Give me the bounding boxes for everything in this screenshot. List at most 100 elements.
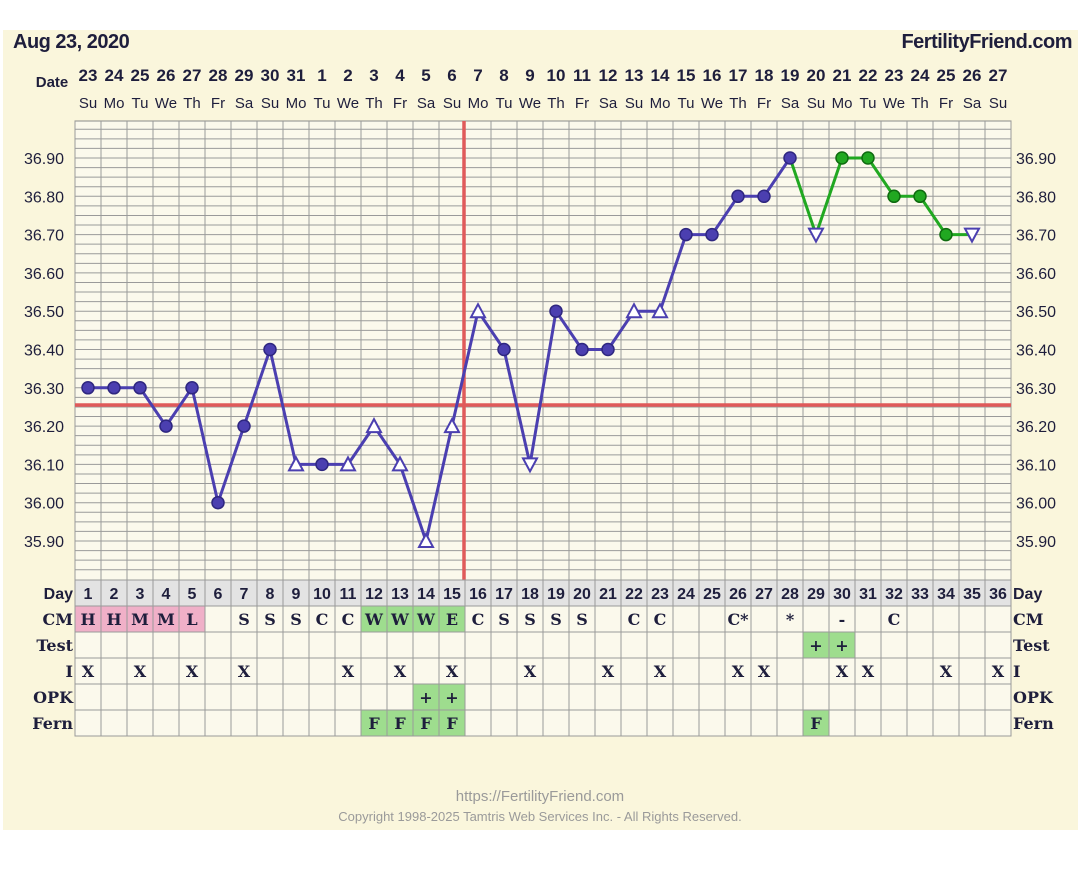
day-number: 20 [573, 586, 591, 603]
weekday-label: Th [547, 95, 565, 112]
date-label: 24 [105, 66, 124, 85]
table-cell [542, 631, 570, 659]
date-label: 23 [79, 66, 98, 85]
table-cell [750, 579, 778, 607]
day-number: 26 [729, 586, 747, 603]
table-cell [334, 657, 362, 685]
table-cell [282, 605, 310, 633]
day-number: 4 [162, 586, 171, 603]
temperature-point [731, 189, 745, 204]
table-cell-value: C [654, 610, 667, 629]
table-cell [568, 683, 596, 711]
table-cell [386, 631, 414, 659]
table-cell [100, 579, 128, 607]
table-cell [490, 605, 518, 633]
weekday-label: Mo [832, 95, 853, 112]
weekday-label: Su [807, 95, 825, 112]
weekday-label: Mo [104, 95, 125, 112]
date-label: 23 [885, 66, 904, 85]
temperature-point-open-up [443, 416, 461, 434]
temperature-point [913, 189, 927, 204]
footer-url[interactable]: https://FertilityFriend.com [455, 788, 625, 805]
table-cell [74, 709, 102, 737]
date-label: 29 [235, 66, 254, 85]
temperature-point-open-up [417, 531, 435, 548]
table-cell [646, 605, 674, 633]
table-cell-value: F [368, 714, 380, 733]
temperature-point [679, 227, 693, 242]
table-cell [204, 683, 232, 711]
day-number: 13 [391, 586, 409, 603]
date-label: 26 [963, 66, 982, 85]
day-number: 2 [110, 586, 119, 603]
table-cell [516, 631, 544, 659]
y-tick-label-left: 36.90 [24, 151, 64, 168]
day-number: 31 [859, 586, 877, 603]
row-label-left: I [66, 662, 73, 681]
temperature-point [133, 381, 147, 395]
temperature-point-open-up [391, 455, 409, 472]
temperature-point-open-up [651, 302, 669, 319]
y-tick-label-left: 36.30 [24, 381, 64, 398]
date-label: 3 [369, 66, 378, 85]
date-label: 8 [499, 66, 508, 85]
row-label-right: CM [1013, 610, 1043, 629]
y-tick-label-right: 36.50 [1016, 304, 1056, 321]
date-label: 2 [343, 66, 352, 85]
weekday-label: Mo [286, 95, 307, 112]
table-cell [126, 709, 154, 737]
table-cell [594, 709, 622, 737]
table-cell [568, 657, 596, 685]
table-cell [776, 683, 804, 711]
table-cell [802, 631, 830, 659]
table-cell [620, 657, 648, 685]
table-cell [776, 709, 804, 737]
weekday-label: We [337, 95, 359, 112]
weekday-label: We [883, 95, 905, 112]
day-number: 6 [214, 586, 223, 603]
day-number: 15 [443, 586, 461, 603]
brand-name[interactable]: FertilityFriend.com [901, 31, 1072, 53]
row-label-left: Fern [32, 714, 73, 733]
table-cell [256, 657, 284, 685]
table-cell [828, 709, 856, 737]
table-cell [802, 683, 830, 711]
table-cell [464, 709, 492, 737]
table-cell-value: * [786, 610, 795, 629]
table-cell [74, 683, 102, 711]
table-cell-value: - [839, 610, 846, 629]
table-cell [516, 605, 544, 633]
table-cell [750, 683, 778, 711]
table-cell [958, 683, 986, 711]
table-cell-value: C* [727, 610, 749, 629]
table-cell-value: + [835, 636, 848, 655]
table-cell [412, 631, 440, 659]
temperature-point-open-up [365, 416, 383, 434]
table-cell [776, 579, 804, 607]
table-cell-value: X [342, 662, 355, 681]
weekday-label: Fr [575, 95, 589, 112]
day-number: 23 [651, 586, 669, 603]
date-label: 14 [651, 66, 670, 85]
weekday-label: Sa [417, 95, 436, 112]
temperature-point [757, 189, 771, 204]
table-cell [906, 631, 934, 659]
table-cell [516, 683, 544, 711]
row-label-left: CM [43, 610, 73, 629]
table-cell [984, 709, 1012, 737]
table-cell-value: X [238, 662, 251, 681]
table-cell [880, 579, 908, 607]
table-cell [490, 683, 518, 711]
temperature-point [263, 342, 277, 357]
table-cell [412, 709, 440, 737]
table-cell [490, 579, 518, 607]
date-row-label: Date [36, 74, 69, 91]
row-label-right: Fern [1013, 714, 1054, 733]
temperature-point [549, 304, 563, 318]
temperature-point [81, 381, 95, 395]
table-cell [256, 709, 284, 737]
day-number: 35 [963, 586, 981, 603]
y-tick-label-right: 36.60 [1016, 266, 1056, 283]
date-label: 4 [395, 66, 405, 85]
